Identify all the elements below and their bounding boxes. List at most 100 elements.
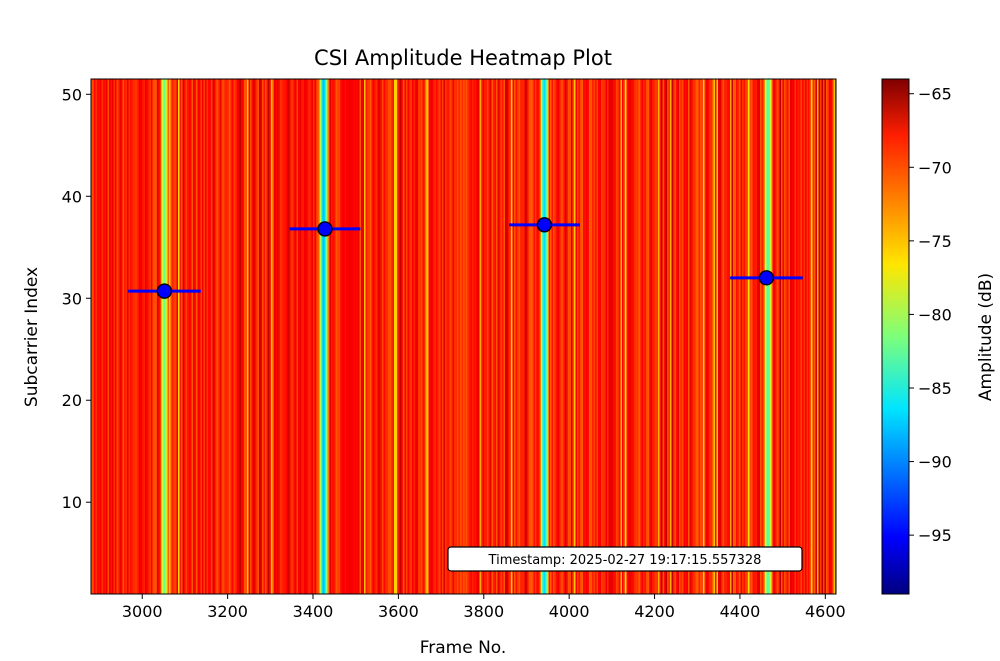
colorbar-tick-label: −95 bbox=[918, 526, 952, 545]
heatmap-column bbox=[94, 79, 96, 594]
heatmap-band-column bbox=[327, 79, 329, 594]
heatmap-column bbox=[392, 79, 395, 594]
heatmap-column bbox=[479, 79, 482, 594]
heatmap-column bbox=[698, 79, 701, 594]
heatmap-column bbox=[829, 79, 831, 594]
heatmap-column bbox=[98, 79, 101, 594]
heatmap-column bbox=[250, 79, 252, 594]
heatmap-column bbox=[529, 79, 531, 594]
heatmap-column bbox=[184, 79, 186, 594]
y-tick-label: 50 bbox=[62, 85, 82, 104]
heatmap-column bbox=[731, 79, 734, 594]
heatmap-column bbox=[733, 79, 735, 594]
heatmap-column bbox=[494, 79, 497, 594]
heatmap-column bbox=[143, 79, 146, 594]
heatmap-column bbox=[335, 79, 338, 594]
heatmap-column bbox=[805, 79, 807, 594]
heatmap-column bbox=[373, 79, 375, 594]
heatmap-column bbox=[797, 79, 800, 594]
heatmap-column bbox=[314, 79, 317, 594]
colorbar-tick-label: −90 bbox=[918, 453, 952, 472]
heatmap-column bbox=[526, 79, 528, 594]
heatmap-band-column bbox=[164, 79, 166, 594]
plot-frame bbox=[90, 78, 837, 595]
heatmap-column bbox=[778, 79, 780, 594]
heatmap-column bbox=[194, 79, 197, 594]
heatmap-column bbox=[281, 79, 284, 594]
heatmap-band-column bbox=[541, 79, 543, 594]
heatmap-column bbox=[329, 79, 332, 594]
heatmap-column bbox=[482, 79, 485, 594]
heatmap-column bbox=[749, 79, 752, 594]
heatmap-column bbox=[242, 79, 245, 594]
heatmap-column bbox=[802, 79, 804, 594]
heatmap-column bbox=[275, 79, 278, 594]
heatmap-column bbox=[191, 79, 194, 594]
heatmap-column bbox=[589, 79, 591, 594]
heatmap-column bbox=[355, 79, 357, 594]
heatmap-column bbox=[721, 79, 723, 594]
heatmap-column bbox=[376, 79, 378, 594]
heatmap-column bbox=[463, 79, 465, 594]
heatmap-column bbox=[668, 79, 671, 594]
heatmap-column bbox=[532, 79, 534, 594]
heatmap-column bbox=[433, 79, 435, 594]
heatmap-column bbox=[722, 79, 725, 594]
heatmap-column bbox=[127, 79, 129, 594]
heatmap-column bbox=[362, 79, 365, 594]
heatmap-column bbox=[568, 79, 570, 594]
heatmap-column bbox=[401, 79, 404, 594]
heatmap-column bbox=[715, 79, 717, 594]
heatmap-column bbox=[509, 79, 512, 594]
heatmap-column bbox=[385, 79, 387, 594]
heatmap-band-column bbox=[542, 79, 544, 594]
heatmap-column bbox=[202, 79, 204, 594]
heatmap-band-column bbox=[767, 79, 769, 594]
heatmap-band-column bbox=[768, 79, 770, 594]
heatmap-band-column bbox=[160, 79, 162, 594]
heatmap-band-column bbox=[324, 79, 326, 594]
heatmap-column bbox=[203, 79, 206, 594]
heatmap-column bbox=[419, 79, 422, 594]
heatmap-column bbox=[619, 79, 621, 594]
heatmap-column bbox=[716, 79, 719, 594]
marker-dot bbox=[156, 283, 173, 299]
heatmap-column bbox=[515, 79, 518, 594]
heatmap-column bbox=[806, 79, 809, 594]
heatmap-column bbox=[353, 79, 356, 594]
heatmap-column bbox=[185, 79, 188, 594]
marker-point bbox=[508, 217, 580, 233]
heatmap-column bbox=[226, 79, 228, 594]
heatmap-column bbox=[652, 79, 654, 594]
heatmap-column bbox=[637, 79, 639, 594]
heatmap-band-column bbox=[163, 79, 165, 594]
heatmap-column bbox=[299, 79, 302, 594]
heatmap-column bbox=[739, 79, 741, 594]
heatmap-column bbox=[424, 79, 426, 594]
heatmap-column bbox=[389, 79, 392, 594]
heatmap-column bbox=[827, 79, 830, 594]
heatmap-column bbox=[553, 79, 555, 594]
x-tick-label: 3000 bbox=[122, 602, 163, 621]
x-axis-label: Frame No. bbox=[420, 638, 507, 658]
heatmap-column bbox=[296, 79, 299, 594]
timestamp-annotation: Timestamp: 2025-02-27 19:17:15.557328 bbox=[447, 546, 803, 572]
heatmap-column bbox=[574, 79, 576, 594]
heatmap-column bbox=[110, 79, 113, 594]
heatmap-column bbox=[587, 79, 590, 594]
heatmap-column bbox=[379, 79, 381, 594]
heatmap-column bbox=[773, 79, 776, 594]
heatmap-column bbox=[472, 79, 474, 594]
x-tick-label: 3200 bbox=[207, 602, 248, 621]
heatmap-column bbox=[182, 79, 185, 594]
heatmap-column bbox=[377, 79, 380, 594]
heatmap-column bbox=[331, 79, 333, 594]
heatmap-column bbox=[269, 79, 272, 594]
heatmap-column bbox=[632, 79, 635, 594]
heatmap-column bbox=[530, 79, 533, 594]
heatmap-column bbox=[475, 79, 477, 594]
heatmap-column bbox=[577, 79, 579, 594]
heatmap-column bbox=[760, 79, 762, 594]
heatmap-column bbox=[196, 79, 198, 594]
heatmap-column bbox=[649, 79, 651, 594]
